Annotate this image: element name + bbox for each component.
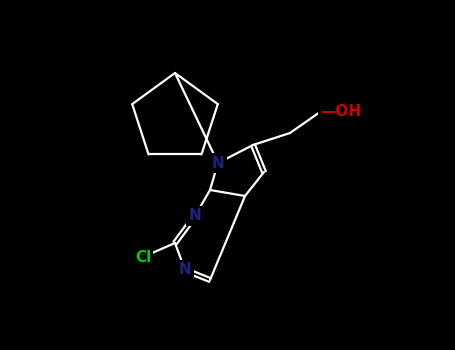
Text: N: N — [189, 209, 202, 224]
Text: —OH: —OH — [320, 105, 361, 119]
Text: N: N — [179, 262, 192, 278]
Text: Cl: Cl — [135, 250, 151, 265]
Text: N: N — [212, 155, 224, 170]
